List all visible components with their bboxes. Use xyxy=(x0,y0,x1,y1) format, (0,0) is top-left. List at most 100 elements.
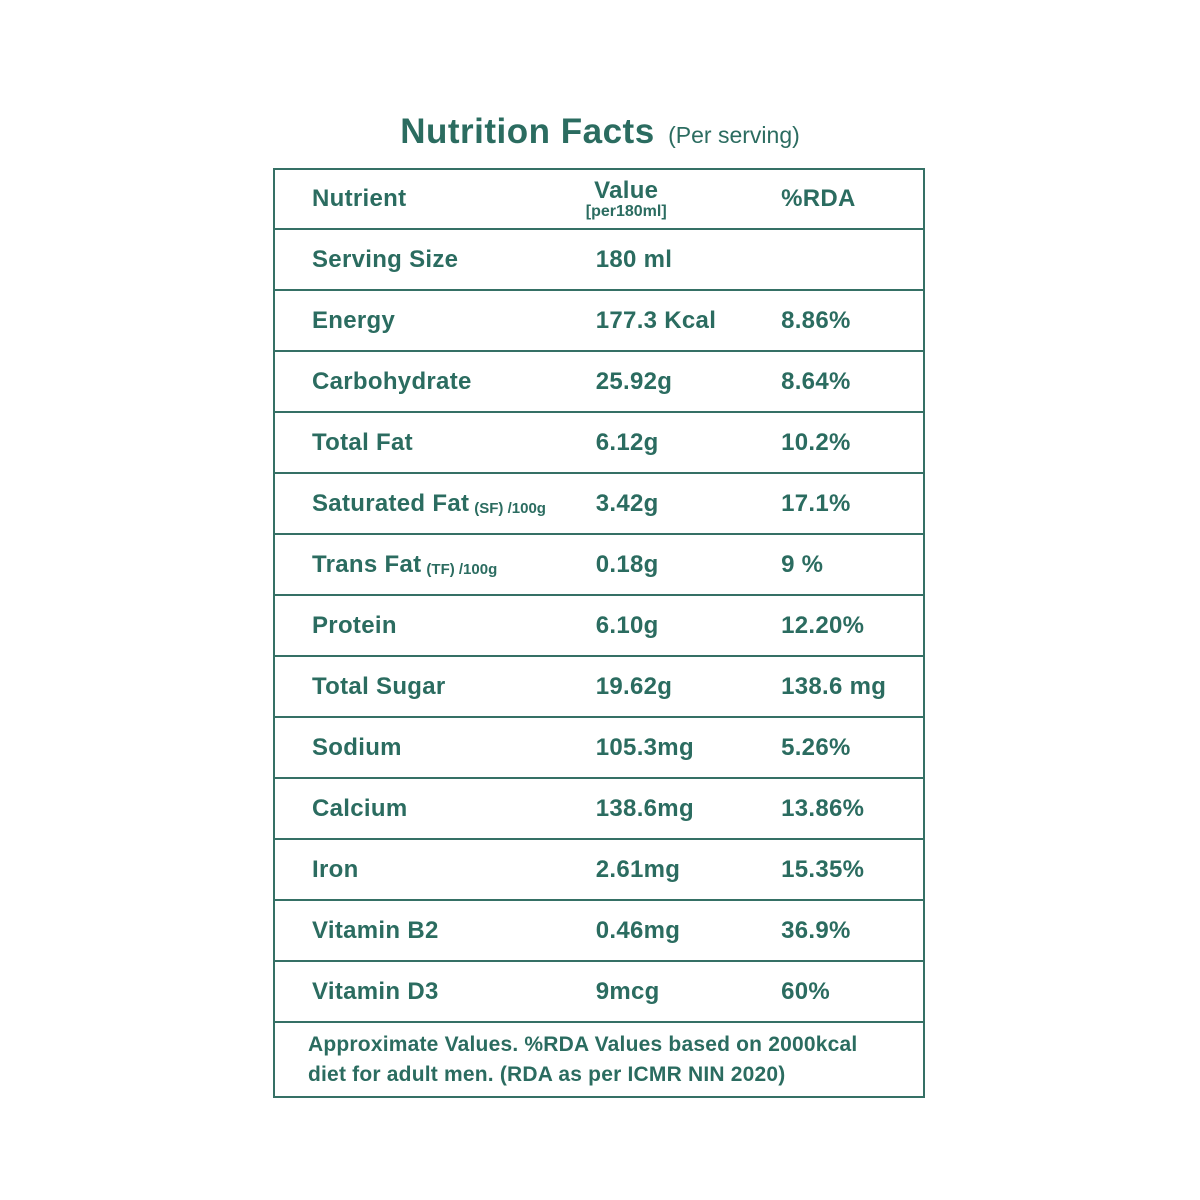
nutrient-rda: 10.2% xyxy=(781,428,851,456)
page-subtitle: (Per serving) xyxy=(668,122,800,148)
value-cell: 180 ml xyxy=(596,246,781,274)
nutrient-value: 6.12g xyxy=(595,428,659,456)
nutrient-rda: 9 % xyxy=(781,550,824,578)
nutrient-rda: 138.6 mg xyxy=(781,672,887,700)
nutrient-rda: 15.35% xyxy=(781,855,865,883)
value-header-label: Value xyxy=(594,177,659,204)
nutrient-value: 105.3mg xyxy=(595,733,694,761)
rda-cell: 8.64% xyxy=(781,368,923,396)
nutrient-name: Total Sugar xyxy=(312,672,446,700)
value-cell: 105.3mg xyxy=(596,734,781,762)
nutrient-value: 0.46mg xyxy=(595,916,681,944)
value-cell: 138.6mg xyxy=(596,795,781,823)
nutrient-name: Serving Size xyxy=(312,245,459,273)
table-row: Energy 177.3 Kcal 8.86% xyxy=(275,289,923,350)
table-footnote-row: Approximate Values. %RDA Values based on… xyxy=(275,1021,923,1096)
footnote-text: Approximate Values. %RDA Values based on… xyxy=(308,1032,858,1086)
nutrient-name: Calcium xyxy=(312,794,408,822)
value-cell: 9mcg xyxy=(596,978,781,1006)
nutrient-cell: Carbohydrate xyxy=(275,368,596,396)
rda-column-header-cell: %RDA xyxy=(781,185,923,213)
nutrient-cell: Serving Size xyxy=(275,246,596,274)
rda-cell: 36.9% xyxy=(781,917,923,945)
nutrient-name: Sodium xyxy=(312,733,402,761)
table-row: Trans Fat (TF) /100g 0.18g 9 % xyxy=(275,533,923,594)
nutrient-name: Energy xyxy=(312,306,396,334)
nutrient-cell: Trans Fat (TF) /100g xyxy=(275,551,596,579)
nutrient-value: 180 ml xyxy=(595,245,673,273)
rda-cell: 13.86% xyxy=(781,795,923,823)
nutrient-cell: Calcium xyxy=(275,795,596,823)
nutrient-cell: Energy xyxy=(275,307,596,335)
nutrient-cell: Vitamin D3 xyxy=(275,978,596,1006)
value-cell: 6.10g xyxy=(596,612,781,640)
rda-column-header: %RDA xyxy=(781,185,856,212)
nutrient-cell: Iron xyxy=(275,856,596,884)
nutrient-value: 3.42g xyxy=(595,489,659,517)
value-column-header: Value [per180ml] xyxy=(586,178,667,220)
nutrient-name: Protein xyxy=(312,611,397,639)
nutrient-rda: 36.9% xyxy=(781,916,851,944)
rda-cell: 8.86% xyxy=(781,307,923,335)
nutrient-value: 19.62g xyxy=(595,672,673,700)
page-title-block: Nutrition Facts (Per serving) xyxy=(0,112,1200,152)
nutrient-name: Vitamin B2 xyxy=(312,916,439,944)
nutrient-cell: Vitamin B2 xyxy=(275,917,596,945)
table-row: Serving Size 180 ml xyxy=(275,228,923,289)
value-column-header-cell: Value [per180ml] xyxy=(586,178,781,220)
rda-cell: 9 % xyxy=(781,551,923,579)
table-row: Protein 6.10g 12.20% xyxy=(275,594,923,655)
value-cell: 3.42g xyxy=(596,490,781,518)
nutrient-name: Vitamin D3 xyxy=(312,977,439,1005)
rda-cell: 5.26% xyxy=(781,734,923,762)
nutrition-table: Nutrient Value [per180ml] %RDA Serving S… xyxy=(273,168,925,1098)
table-row: Iron 2.61mg 15.35% xyxy=(275,838,923,899)
table-row: Sodium 105.3mg 5.26% xyxy=(275,716,923,777)
nutrient-rda: 17.1% xyxy=(781,489,851,517)
value-cell: 25.92g xyxy=(596,368,781,396)
nutrient-value: 2.61mg xyxy=(595,855,681,883)
nutrient-value: 177.3 Kcal xyxy=(595,306,717,334)
nutrient-cell: Sodium xyxy=(275,734,596,762)
nutrient-name: Total Fat xyxy=(312,428,413,456)
table-row: Saturated Fat (SF) /100g 3.42g 17.1% xyxy=(275,472,923,533)
table-row: Calcium 138.6mg 13.86% xyxy=(275,777,923,838)
rda-cell: 10.2% xyxy=(781,429,923,457)
nutrient-rda: 5.26% xyxy=(781,733,851,761)
nutrient-rda: 8.64% xyxy=(781,367,851,395)
value-cell: 177.3 Kcal xyxy=(596,307,781,335)
nutrient-name: Trans Fat xyxy=(312,550,422,578)
table-row: Vitamin D3 9mcg 60% xyxy=(275,960,923,1021)
nutrient-value: 6.10g xyxy=(595,611,659,639)
nutrient-cell: Total Sugar xyxy=(275,673,596,701)
value-cell: 6.12g xyxy=(596,429,781,457)
nutrient-cell: Protein xyxy=(275,612,596,640)
table-header-row: Nutrient Value [per180ml] %RDA xyxy=(275,170,923,228)
table-row: Total Fat 6.12g 10.2% xyxy=(275,411,923,472)
value-cell: 19.62g xyxy=(596,673,781,701)
table-row: Carbohydrate 25.92g 8.64% xyxy=(275,350,923,411)
nutrient-value: 25.92g xyxy=(595,367,673,395)
rda-cell: 17.1% xyxy=(781,490,923,518)
value-cell: 0.46mg xyxy=(596,917,781,945)
nutrient-value: 9mcg xyxy=(595,977,660,1005)
nutrient-rda: 8.86% xyxy=(781,306,851,334)
nutrient-column-header-cell: Nutrient xyxy=(275,185,596,213)
nutrient-name: Saturated Fat xyxy=(312,489,470,517)
rda-cell: 60% xyxy=(781,978,923,1006)
value-header-unit: [per180ml] xyxy=(585,203,667,220)
nutrient-name: Carbohydrate xyxy=(312,367,472,395)
value-cell: 0.18g xyxy=(596,551,781,579)
nutrient-note: (TF) /100g xyxy=(426,560,498,578)
table-row: Total Sugar 19.62g 138.6 mg xyxy=(275,655,923,716)
nutrient-value: 0.18g xyxy=(595,550,659,578)
table-row: Vitamin B2 0.46mg 36.9% xyxy=(275,899,923,960)
nutrient-rda: 12.20% xyxy=(781,611,865,639)
nutrient-cell: Saturated Fat (SF) /100g xyxy=(275,490,596,518)
rda-cell: 12.20% xyxy=(781,612,923,640)
rda-cell: 138.6 mg xyxy=(781,673,923,701)
nutrient-note: (SF) /100g xyxy=(474,499,546,517)
page-title: Nutrition Facts xyxy=(400,112,655,151)
nutrient-value: 138.6mg xyxy=(595,794,694,822)
nutrient-rda: 60% xyxy=(781,977,830,1005)
